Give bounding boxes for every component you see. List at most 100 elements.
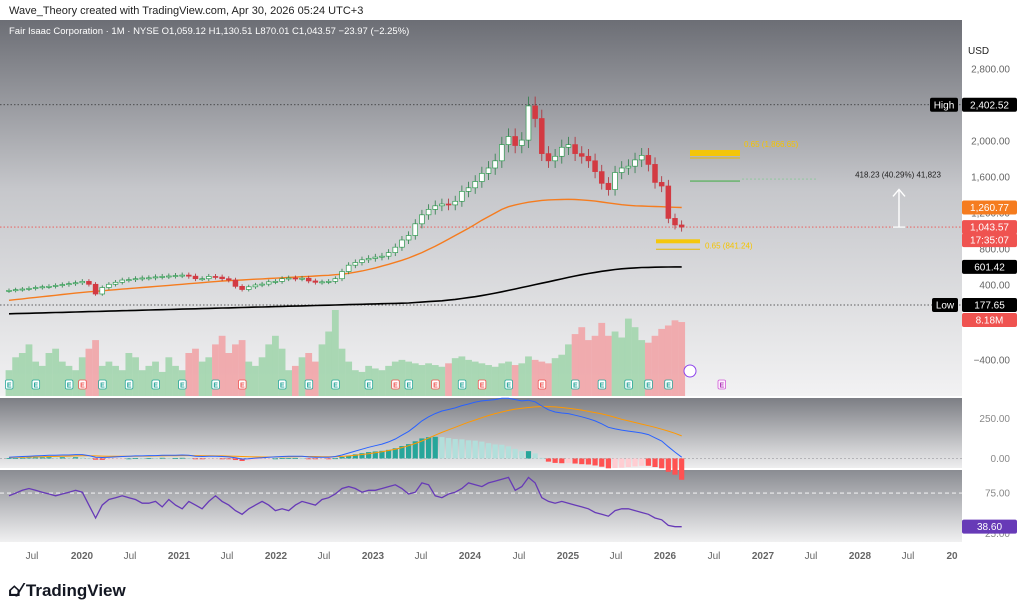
currency-button[interactable]: USD — [964, 44, 1016, 60]
macd-histogram-bar — [479, 441, 485, 459]
high-name-label-bg — [930, 97, 958, 112]
candle-body — [439, 203, 445, 207]
earnings-marker-box — [537, 379, 547, 390]
macd-histogram-bar — [39, 457, 45, 459]
volume-bar — [145, 365, 153, 396]
symbol-legend: Fair Isaac Corporation · 1M · NYSE O1,05… — [9, 26, 409, 37]
macd-histogram-bar — [79, 457, 85, 459]
earnings-marker-label: E — [240, 382, 245, 389]
time-tick-label: Jul — [902, 551, 915, 562]
candle-body — [672, 218, 678, 226]
volume-bar — [505, 361, 512, 396]
volume-bar — [398, 359, 406, 396]
volume-bar — [272, 335, 279, 396]
volume-bar — [138, 370, 146, 396]
earnings-marker-label: E — [367, 382, 372, 389]
tradingview-logo[interactable]: ⌂⁄ TradingView — [8, 580, 126, 601]
volume-bar — [591, 335, 599, 396]
macd-histogram-bar — [612, 458, 618, 468]
time-tick-label: Jul — [26, 551, 39, 562]
volume-bar — [58, 361, 66, 396]
volume-bar — [378, 370, 386, 396]
volume-bar — [525, 356, 532, 396]
candle-body — [59, 284, 66, 286]
candle-body — [565, 144, 572, 148]
time-tick-label: Jul — [708, 551, 721, 562]
earnings-marker-box — [504, 379, 513, 390]
chart-area[interactable]: E E E E E E E E E E E E E E E E E E E E E E E E E E E 0.65 (1,866.… — [0, 20, 1024, 568]
candle-body — [199, 278, 205, 281]
macd-histogram-bar — [599, 458, 605, 467]
earnings-marker-box — [304, 379, 314, 390]
candle-body — [86, 281, 92, 285]
macd-histogram-bar — [66, 457, 72, 459]
macd-line — [8, 397, 683, 460]
earnings-marker-box — [391, 379, 400, 390]
time-tick-label: Jul — [318, 551, 331, 562]
macd-histogram-bar — [505, 446, 512, 459]
earnings-marker-box — [571, 379, 580, 390]
time-tick-label: 2028 — [849, 551, 872, 562]
candle-body — [166, 275, 172, 278]
candle-body — [645, 155, 652, 165]
rsi-value-label: 38.60 — [977, 522, 1002, 533]
chart-svg[interactable]: E E E E E E E E E E E E E E E E E E E E E E E E E E E 0.65 (1,866.… — [0, 20, 1024, 568]
candle-body — [525, 105, 532, 141]
macd-histogram-bar — [159, 457, 165, 459]
earnings-marker-label: E — [573, 382, 578, 389]
macd-histogram-bar — [146, 457, 152, 459]
candle-body — [325, 281, 332, 283]
volume-bar — [498, 363, 506, 396]
future-earnings-marker-box — [717, 379, 726, 390]
macd-histogram-bar — [412, 441, 418, 459]
volume-bar — [92, 340, 99, 396]
candle-body — [399, 239, 405, 248]
macd-histogram-bar — [292, 457, 298, 459]
earnings-marker-box — [644, 379, 653, 390]
candle-body — [452, 200, 458, 206]
candle-body — [432, 205, 438, 210]
macd-histogram-bar — [286, 457, 292, 459]
macd-histogram-bar — [359, 453, 365, 459]
macd-histogram-bar — [166, 457, 172, 459]
volume-bar — [671, 320, 679, 396]
candle-body — [579, 153, 585, 157]
time-tick-label: 2020 — [71, 551, 94, 562]
earnings-marker-box — [211, 379, 220, 390]
volume-bar — [385, 365, 393, 396]
earnings-marker-label: E — [100, 382, 105, 389]
low-value-label: 177.65 — [974, 301, 1005, 312]
macd-histogram-bar — [392, 448, 398, 459]
price-tick-label: 2,800.00 — [971, 65, 1010, 76]
macd-histogram-bar — [625, 458, 631, 468]
volume-bar — [291, 365, 299, 396]
candle-body — [92, 283, 99, 295]
volume-bar — [252, 365, 259, 396]
macd-histogram-bar — [572, 458, 578, 464]
volume-bar — [358, 371, 366, 396]
credit-text: Wave_Theory created with TradingView.com… — [9, 5, 364, 17]
earnings-marker-label: E — [460, 382, 465, 389]
candle-body — [365, 258, 372, 261]
axes-layer: 2,800.002,400.002,000.001,600.001,200.00… — [26, 65, 1011, 563]
volume-bar — [198, 361, 206, 396]
time-tick-label: Jul — [610, 551, 623, 562]
macd-layer — [6, 397, 685, 480]
earnings-marker-box — [78, 379, 87, 390]
rsi-pane-bg — [0, 470, 962, 542]
volume-bar — [52, 348, 60, 396]
rsi-line — [8, 476, 682, 528]
macd-histogram-bar — [266, 458, 272, 460]
earnings-marker-label: E — [280, 382, 285, 389]
volume-bar — [565, 344, 572, 396]
candle-body — [499, 144, 505, 162]
candle-body — [345, 264, 352, 272]
candle-body — [272, 281, 279, 283]
volume-bar — [311, 361, 319, 396]
macd-histogram-bar — [379, 450, 385, 459]
macd-histogram-bar — [465, 440, 472, 459]
earnings-marker-label: E — [67, 382, 72, 389]
volume-bar — [205, 357, 213, 396]
macd-histogram-bar — [326, 458, 332, 460]
